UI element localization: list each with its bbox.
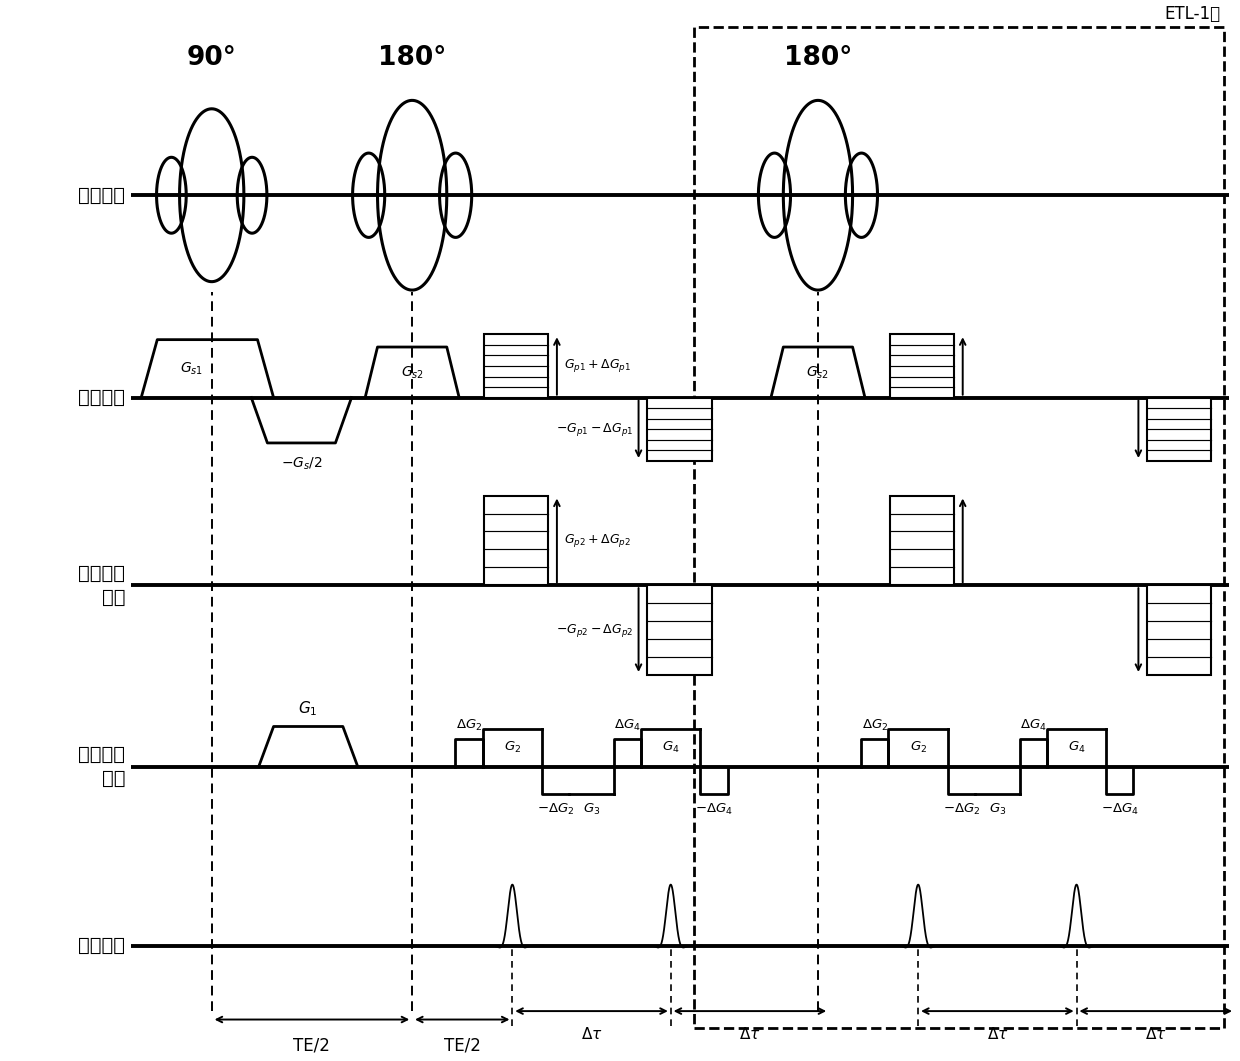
Text: $G_2$: $G_2$ <box>503 740 521 755</box>
Bar <box>647 398 712 460</box>
Bar <box>484 495 548 586</box>
Text: $\Delta\tau$: $\Delta\tau$ <box>580 1026 603 1042</box>
Text: TE/2: TE/2 <box>294 1037 330 1055</box>
Text: 90°: 90° <box>187 45 237 71</box>
Text: $-\Delta G_2$: $-\Delta G_2$ <box>942 802 980 817</box>
Text: $\Delta G_4$: $\Delta G_4$ <box>1019 717 1047 733</box>
Text: $\Delta\tau$: $\Delta\tau$ <box>739 1026 761 1042</box>
Text: 频率编码
梯度: 频率编码 梯度 <box>78 745 125 788</box>
Text: $G_3$: $G_3$ <box>583 802 600 817</box>
Text: $G_2$: $G_2$ <box>910 740 926 755</box>
Text: $G_3$: $G_3$ <box>988 802 1006 817</box>
Bar <box>1147 586 1211 675</box>
Text: 射频脉冲: 射频脉冲 <box>78 186 125 205</box>
Text: $\Delta G_4$: $\Delta G_4$ <box>614 717 641 733</box>
Text: 选层梯度: 选层梯度 <box>78 388 125 407</box>
Text: ETL-1次: ETL-1次 <box>1164 5 1220 23</box>
Text: $G_4$: $G_4$ <box>1068 740 1085 755</box>
Bar <box>647 586 712 675</box>
Text: 180°: 180° <box>378 45 446 71</box>
Text: $G_1$: $G_1$ <box>299 699 317 718</box>
Text: $\Delta\tau$: $\Delta\tau$ <box>1145 1026 1167 1042</box>
Text: $G_{p2}+\Delta G_{p2}$: $G_{p2}+\Delta G_{p2}$ <box>564 532 631 549</box>
Text: 相位编码
梯度: 相位编码 梯度 <box>78 563 125 607</box>
Bar <box>890 334 954 398</box>
Text: $G_{p1}+\Delta G_{p1}$: $G_{p1}+\Delta G_{p1}$ <box>564 358 631 375</box>
Text: 信号采集: 信号采集 <box>78 936 125 955</box>
Text: $G_{s1}$: $G_{s1}$ <box>180 361 203 377</box>
Text: $G_{s2}$: $G_{s2}$ <box>806 364 830 381</box>
Text: $-\Delta G_4$: $-\Delta G_4$ <box>1101 802 1138 817</box>
Bar <box>890 495 954 586</box>
Text: $-G_s/2$: $-G_s/2$ <box>281 455 322 472</box>
Bar <box>1147 398 1211 460</box>
Bar <box>484 334 548 398</box>
Text: $\Delta G_2$: $\Delta G_2$ <box>456 717 482 733</box>
Text: $-\Delta G_2$: $-\Delta G_2$ <box>537 802 574 817</box>
Text: $G_{s2}$: $G_{s2}$ <box>401 364 424 381</box>
Text: $-\Delta G_4$: $-\Delta G_4$ <box>696 802 733 817</box>
Text: $\Delta\tau$: $\Delta\tau$ <box>987 1026 1008 1042</box>
Bar <box>694 27 1224 1028</box>
Text: $-G_{p1}-\Delta G_{p1}$: $-G_{p1}-\Delta G_{p1}$ <box>556 421 634 438</box>
Text: $\Delta G_2$: $\Delta G_2$ <box>862 717 888 733</box>
Text: TE/2: TE/2 <box>444 1037 481 1055</box>
Text: $-G_{p2}-\Delta G_{p2}$: $-G_{p2}-\Delta G_{p2}$ <box>557 622 634 639</box>
Text: $G_4$: $G_4$ <box>662 740 680 755</box>
Text: 180°: 180° <box>784 45 852 71</box>
